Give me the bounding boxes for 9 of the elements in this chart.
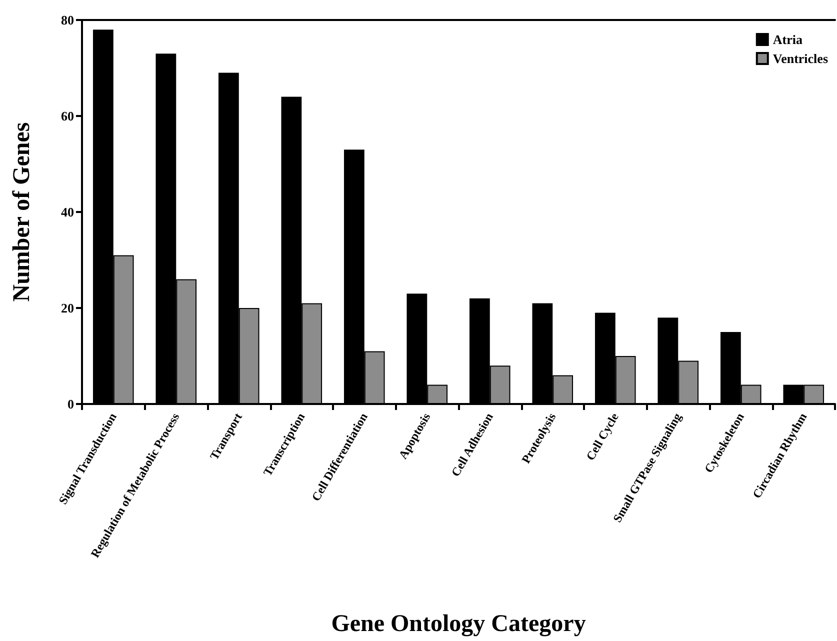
y-tick-label: 20 (61, 300, 74, 316)
x-axis-title: Gene Ontology Category (331, 611, 586, 637)
y-axis-title: Number of Genes (9, 122, 35, 302)
y-tick-label: 0 (68, 396, 74, 412)
y-tick-label: 60 (61, 108, 74, 124)
y-tick-label: 80 (61, 12, 74, 28)
legend-label: Ventricles (772, 51, 828, 66)
y-tick-label: 40 (61, 204, 74, 220)
legend-label: Atria (772, 32, 803, 47)
